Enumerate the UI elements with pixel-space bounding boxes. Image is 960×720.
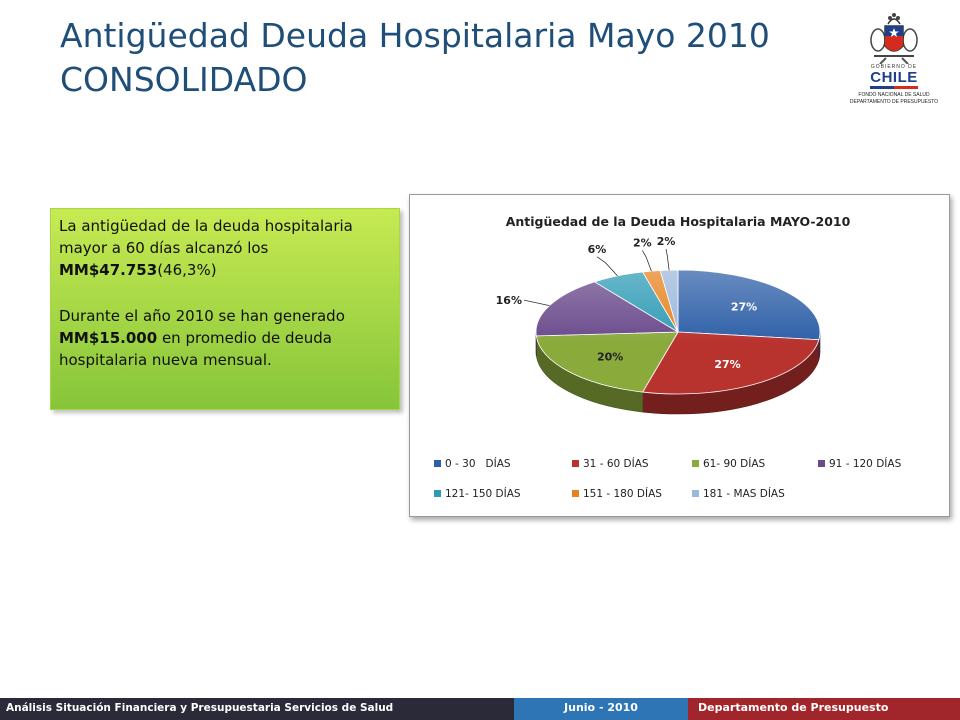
callout-p1-close: ) — [210, 261, 217, 279]
legend-label-61-90-d-as: 61- 90 DÍAS — [703, 457, 766, 470]
legend-swatch-61-90-d-as — [692, 460, 699, 467]
title-line-2: CONSOLIDADO — [60, 60, 308, 99]
legend-swatch-31-60-d-as — [572, 460, 579, 467]
pie-leader-91-120-d-as — [523, 299, 550, 306]
legend-swatch-91-120-d-as — [818, 460, 825, 467]
title-line-1: Antigüedad Deuda Hospitalaria Mayo 2010 — [60, 16, 770, 55]
logo-org-line-2: DEPARTAMENTO DE PRESUPUESTO — [849, 99, 939, 105]
page-title: Antigüedad Deuda Hospitalaria Mayo 2010 … — [60, 14, 820, 102]
callout-paragraph-1: La antigüedad de la deuda hospitalaria m… — [59, 215, 391, 281]
legend-swatch-121-150-d-as — [434, 490, 441, 497]
legend-swatch-0-30-d-as — [434, 460, 441, 467]
logo-flag-bar — [870, 86, 918, 89]
logo-gobierno-text: GOBIERNO DE — [870, 64, 918, 70]
pie-leader-121-150-d-as — [596, 256, 618, 277]
legend-swatch-151-180-d-as — [572, 490, 579, 497]
callout-p2-text-2: en promedio de deuda hospitalaria nueva … — [59, 329, 332, 369]
pie-leader-151-180-d-as — [641, 250, 652, 272]
callout-p1-text: La antigüedad de la deuda hospitalaria m… — [59, 217, 353, 257]
pie-label-91-120-d-as: 16% — [496, 294, 522, 307]
pie-chart: Antigüedad de la Deuda Hospitalaria MAYO… — [434, 214, 902, 500]
callout-paragraph-2: Durante el año 2010 se han generado MM$1… — [59, 305, 391, 371]
pie-chart-panel: Antigüedad de la Deuda Hospitalaria MAYO… — [409, 194, 950, 517]
legend-label-121-150-d-as: 121- 150 DÍAS — [445, 487, 521, 500]
pie-leader-181-mas-d-as — [665, 249, 670, 271]
coat-of-arms-icon — [870, 13, 918, 64]
legend-swatch-181-mas-d-as — [692, 490, 699, 497]
legend-label-181-mas-d-as: 181 - MAS DÍAS — [703, 487, 785, 500]
callout-p2-amount: MM$15.000 — [59, 329, 158, 347]
callout-p2-text-1: Durante el año 2010 se han generado — [59, 307, 345, 325]
summary-callout: La antigüedad de la deuda hospitalaria m… — [50, 208, 400, 410]
legend-label-91-120-d-as: 91 - 120 DÍAS — [829, 457, 902, 470]
legend-label-0-30-d-as: 0 - 30 DÍAS — [445, 457, 511, 470]
pie-label-181-mas-d-as: 2% — [657, 235, 676, 248]
footer-department: Departamento de Presupuesto — [688, 698, 960, 720]
footer-bar: Análisis Situación Financiera y Presupue… — [0, 698, 960, 720]
chart-title: Antigüedad de la Deuda Hospitalaria MAYO… — [506, 214, 851, 229]
legend-label-151-180-d-as: 151 - 180 DÍAS — [583, 487, 662, 500]
pie-label-0-30-d-as: 27% — [731, 301, 757, 314]
legend-label-31-60-d-as: 31 - 60 DÍAS — [583, 457, 649, 470]
footer-date: Junio - 2010 — [514, 698, 688, 720]
callout-p1-amount: MM$47.753 — [59, 261, 158, 279]
logo-country-text: CHILE — [870, 69, 918, 86]
pie-label-61-90-d-as: 20% — [597, 351, 623, 364]
pie-label-31-60-d-as: 27% — [714, 358, 740, 371]
footer-report-title: Análisis Situación Financiera y Presupue… — [0, 698, 514, 720]
pie-label-121-150-d-as: 6% — [588, 243, 607, 256]
logo-org-line-1: FONDO NACIONAL DE SALUD — [858, 92, 930, 98]
government-logo: GOBIERNO DE CHILE FONDO NACIONAL DE SALU… — [842, 12, 946, 116]
pie-label-151-180-d-as: 2% — [633, 236, 652, 249]
callout-p1-paren: (46,3% — [157, 261, 211, 279]
